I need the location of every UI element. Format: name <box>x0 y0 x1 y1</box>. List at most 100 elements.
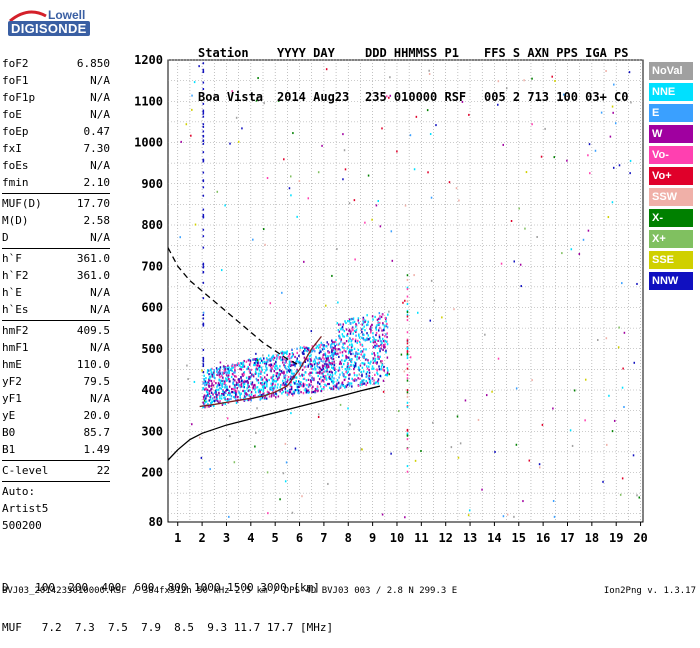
y-tick-label: 700 <box>141 259 163 273</box>
param-name: M(D) <box>2 214 29 227</box>
echo-point <box>341 351 344 354</box>
echo-point <box>384 343 386 346</box>
echo-point <box>353 371 356 375</box>
echo-point <box>249 360 252 363</box>
echo-point <box>235 401 238 405</box>
echo-point <box>309 360 311 363</box>
echo-point <box>341 325 344 329</box>
echo-point <box>234 389 236 392</box>
digisonde-logo: Lowell DIGISONDE <box>8 8 108 50</box>
echo-point <box>273 380 276 383</box>
echo-point <box>337 369 340 372</box>
echo-point <box>321 364 324 367</box>
param-name: foF1 <box>2 74 29 87</box>
echo-point <box>224 369 226 372</box>
x-tick-label: 4 <box>247 531 254 545</box>
noise-point <box>224 204 226 207</box>
echo-point <box>350 382 353 385</box>
echo-point <box>363 318 365 321</box>
noise-point <box>427 171 429 174</box>
echo-point <box>326 359 328 362</box>
echo-point <box>359 377 361 380</box>
noise-point <box>430 279 433 282</box>
noise-point <box>342 133 344 136</box>
echo-point <box>207 381 209 384</box>
echo-point <box>216 393 219 397</box>
auto-label: Auto: <box>2 485 36 498</box>
echo-point <box>236 400 239 403</box>
echo-point <box>376 352 379 355</box>
echo-point <box>338 355 340 359</box>
noise-point <box>388 310 390 313</box>
echo-point <box>288 353 291 356</box>
param-name: foF1p <box>2 91 36 104</box>
echo-point <box>216 373 218 376</box>
echo-point <box>359 384 362 387</box>
echo-point <box>406 288 409 291</box>
echo-point <box>406 295 409 298</box>
echo-point <box>333 341 336 344</box>
param-name: foE <box>2 108 22 121</box>
muf-table: D 100 200 400 600 800 1000 1500 3000 [km… <box>2 555 333 648</box>
echo-point <box>406 350 409 353</box>
noise-point <box>299 349 301 352</box>
echo-point <box>263 382 266 385</box>
echo-point <box>381 360 383 363</box>
echo-point <box>325 376 327 379</box>
y-tick-label: 1100 <box>134 94 163 108</box>
noise-point <box>587 154 589 157</box>
echo-point <box>282 379 284 382</box>
echo-point <box>361 375 363 378</box>
echo-point <box>216 388 218 391</box>
echo-point <box>365 358 368 361</box>
echo-point <box>366 338 368 342</box>
echo-point <box>361 343 364 346</box>
echo-point <box>281 371 283 374</box>
echo-point <box>380 368 383 371</box>
echo-point <box>291 354 294 358</box>
x-tick-label: 11 <box>414 531 428 545</box>
echo-point <box>381 363 384 366</box>
echo-point <box>305 379 308 382</box>
echo-point <box>339 348 341 351</box>
logo-arc-icon <box>9 10 47 22</box>
echo-point <box>228 371 230 375</box>
echo-point <box>406 331 409 334</box>
noise-point <box>404 299 406 302</box>
noise-point <box>269 302 272 305</box>
echo-point <box>315 388 317 392</box>
param-name: foEs <box>2 159 29 172</box>
echo-point <box>340 362 343 365</box>
param-row: hmF1 N/A <box>2 339 110 356</box>
echo-point <box>208 378 210 381</box>
echo-point <box>347 382 350 385</box>
echo-point <box>335 343 338 346</box>
echo-point <box>292 381 295 384</box>
echo-point <box>242 397 245 400</box>
echo-point <box>353 374 356 377</box>
echo-point <box>283 384 286 387</box>
echo-point <box>330 366 333 369</box>
echo-point <box>340 383 343 386</box>
echo-point <box>286 380 288 384</box>
echo-point <box>273 362 276 365</box>
noise-point <box>391 259 394 262</box>
echo-point <box>289 375 292 378</box>
echo-point <box>306 384 308 387</box>
echo-point <box>330 370 332 373</box>
echo-point <box>256 379 258 382</box>
echo-point <box>319 349 321 352</box>
echo-point <box>331 375 333 378</box>
noise-point <box>359 364 362 367</box>
echo-point <box>258 369 261 372</box>
ionogram-chart: 1 2 3 4 5 6 7 8 9 10 11 12 13 14 15 16 17 18 19 20802003004… <box>134 53 648 545</box>
echo-point <box>274 364 277 368</box>
echo-point <box>387 369 389 372</box>
echo-point <box>272 382 274 386</box>
echo-point <box>406 391 409 394</box>
echo-point <box>312 385 314 388</box>
echo-point <box>386 322 388 326</box>
noise-point <box>553 156 556 159</box>
echo-point <box>365 372 368 375</box>
echo-point <box>221 390 224 393</box>
